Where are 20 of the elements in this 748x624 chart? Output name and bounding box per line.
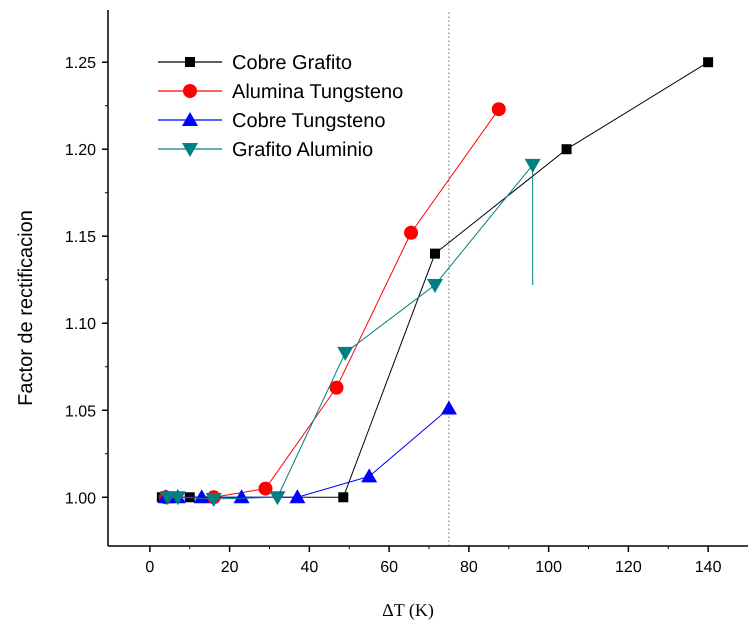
y-tick-label: 1.00 [64,490,96,508]
x-tick-label: 40 [300,559,318,576]
x-tick-label: 120 [615,559,642,576]
y-tick-label: 1.15 [64,229,96,246]
y-axis-title: Factor de rectificacion [15,210,37,406]
y-tick-label: 1.25 [64,55,96,72]
x-tick-label: 60 [380,559,398,576]
x-tick-label: 100 [535,559,562,576]
x-tick-label: 80 [460,559,478,576]
legend-label: Grafito Aluminio [232,139,374,161]
x-tick-label: 20 [220,559,239,576]
y-tick-label: 1.05 [64,403,96,420]
x-axis-title: ΔT (K) [382,600,434,620]
legend-label: Alumina Tungsteno [232,81,404,103]
x-tick-label: 140 [694,559,722,576]
y-tick-label: 1.20 [64,142,96,160]
legend-label: Cobre Tungsteno [232,110,386,132]
x-tick-label: 0 [145,559,154,576]
y-tick-label: 1.10 [64,316,96,334]
legend-label: Cobre Grafito [232,52,352,74]
